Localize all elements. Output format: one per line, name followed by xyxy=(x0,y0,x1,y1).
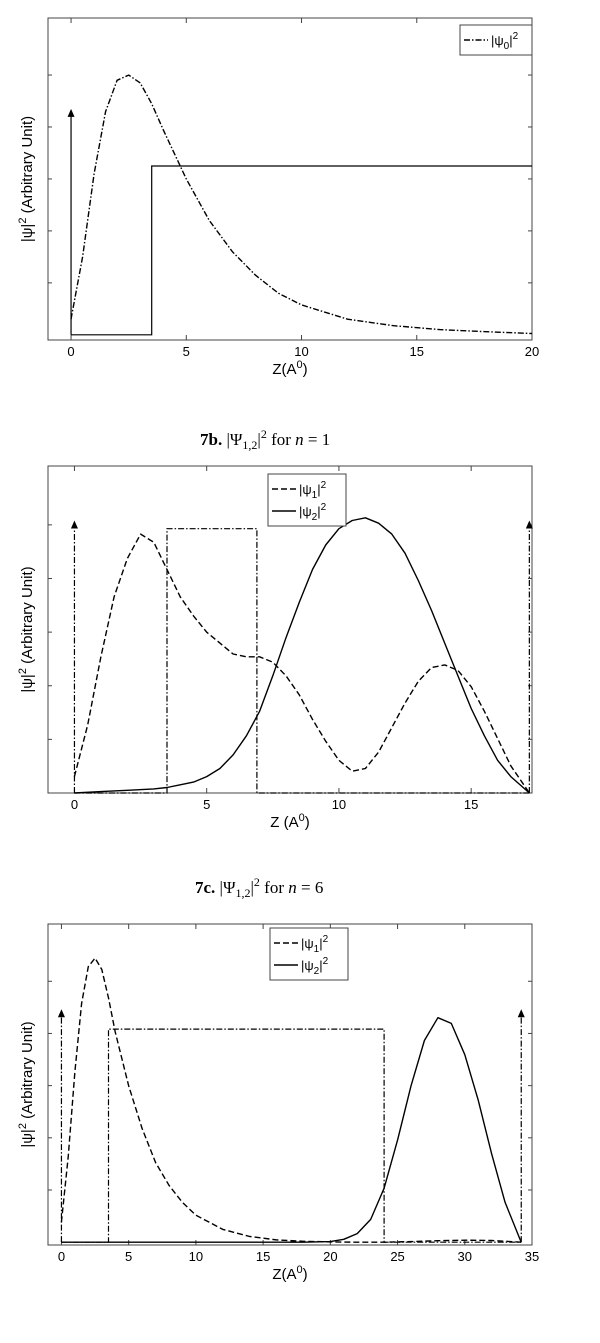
x-tick-label: 20 xyxy=(323,1249,337,1264)
y-axis-label: |ψ|2 (Arbitrary Unit) xyxy=(17,1021,36,1147)
wall-arrowhead xyxy=(70,520,78,529)
potential-well xyxy=(61,1028,522,1243)
x-tick-label: 10 xyxy=(332,797,346,812)
legend-label: |ψ2|2 xyxy=(299,502,327,523)
series-line-2 xyxy=(61,1017,522,1243)
x-tick-label: 15 xyxy=(256,1249,270,1264)
wall-arrowhead xyxy=(517,1009,525,1018)
legend-label: |ψ1|2 xyxy=(299,480,327,501)
legend: |ψ1|2|ψ2|2 xyxy=(269,927,349,981)
x-tick-label: 0 xyxy=(58,1249,65,1264)
chart-panel-3: 7c. |Ψ1,2|2 for n = 6 0 5 10 15 20 25 30 35 Z(A0)… xyxy=(17,875,539,1283)
x-tick-label: 10 xyxy=(294,344,308,359)
x-axis-label: Z(A0) xyxy=(272,1264,307,1283)
series-line-1 xyxy=(70,74,533,335)
potential-well xyxy=(74,528,530,794)
x-tick-label: 15 xyxy=(410,344,424,359)
x-axis-label: Z(A0) xyxy=(272,359,307,378)
x-tick-label: 5 xyxy=(125,1249,132,1264)
chart-panel-1: 0 5 10 15 20 Z(A0) |ψ|2 (Arbitrary Unit) |ψ0|2 xyxy=(17,17,539,378)
potential-well xyxy=(71,165,532,336)
panel-caption: 7c. |Ψ1,2|2 for n = 6 xyxy=(195,875,323,900)
legend: |ψ0|2 xyxy=(459,24,533,56)
x-tick-label: 10 xyxy=(189,1249,203,1264)
legend-box xyxy=(269,927,349,981)
x-tick-label: 5 xyxy=(183,344,190,359)
panel-caption: 7b. |Ψ1,2|2 for n = 1 xyxy=(200,427,330,452)
wall-arrowhead xyxy=(67,108,75,117)
wall-arrowhead xyxy=(525,520,533,529)
x-tick-label: 30 xyxy=(458,1249,472,1264)
legend-box xyxy=(267,473,347,527)
x-tick-label: 25 xyxy=(390,1249,404,1264)
legend-label: |ψ2|2 xyxy=(301,956,329,977)
plot-frame xyxy=(47,923,533,1246)
chart-panel-2: 7b. |Ψ1,2|2 for n = 1 0 5 10 15 Z (A0) |ψ|2 (A… xyxy=(17,427,533,831)
x-tick-label: 20 xyxy=(525,344,539,359)
x-tick-label: 0 xyxy=(67,344,74,359)
x-axis-label: Z (A0) xyxy=(270,812,309,831)
legend-label: |ψ0|2 xyxy=(491,31,519,52)
x-tick-label: 35 xyxy=(525,1249,539,1264)
x-tick-label: 15 xyxy=(464,797,478,812)
legend-label: |ψ1|2 xyxy=(301,934,329,955)
y-axis-label: |ψ|2 (Arbitrary Unit) xyxy=(17,566,36,692)
series-line-1 xyxy=(60,957,522,1243)
wall-arrowhead xyxy=(57,1009,65,1018)
plot-frame xyxy=(47,17,533,341)
series-line-1 xyxy=(73,533,530,794)
x-tick-label: 5 xyxy=(203,797,210,812)
x-tick-label: 0 xyxy=(71,797,78,812)
y-axis-label: |ψ|2 (Arbitrary Unit) xyxy=(17,116,36,242)
legend: |ψ1|2|ψ2|2 xyxy=(267,473,347,527)
series-line-2 xyxy=(74,517,530,794)
